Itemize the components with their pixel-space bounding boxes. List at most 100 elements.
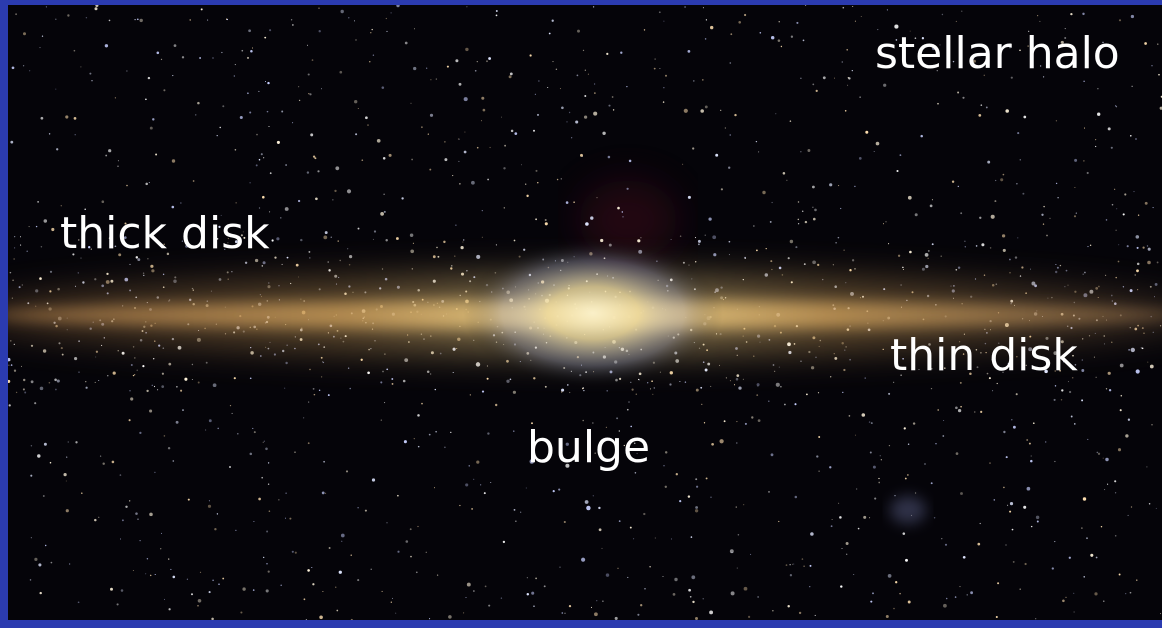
star	[450, 432, 451, 433]
star	[195, 114, 196, 115]
star	[380, 212, 384, 216]
star	[580, 154, 583, 157]
star	[134, 374, 135, 375]
star	[161, 385, 164, 388]
star	[349, 255, 352, 258]
star	[1065, 597, 1066, 598]
star	[488, 605, 490, 607]
star	[942, 14, 943, 15]
star	[1061, 389, 1063, 391]
star	[880, 455, 881, 456]
star	[513, 431, 514, 432]
star	[577, 75, 579, 77]
star	[401, 197, 403, 199]
star	[514, 132, 517, 135]
star	[482, 237, 483, 238]
star	[1054, 399, 1056, 401]
star	[255, 259, 258, 262]
star	[920, 135, 923, 138]
star	[322, 492, 325, 495]
star	[710, 497, 711, 498]
star	[981, 104, 983, 106]
star	[460, 246, 463, 249]
star	[1136, 579, 1137, 580]
star	[295, 552, 297, 554]
star	[488, 57, 491, 60]
star	[338, 240, 339, 241]
star	[78, 601, 80, 603]
star	[1055, 271, 1057, 273]
star	[743, 504, 744, 505]
star	[1087, 246, 1088, 247]
star	[10, 340, 11, 341]
star	[843, 250, 844, 251]
star	[545, 222, 548, 225]
star	[1003, 174, 1005, 176]
star	[1142, 347, 1144, 349]
star	[327, 261, 329, 263]
star	[863, 516, 866, 519]
star	[274, 256, 276, 258]
star	[617, 568, 618, 569]
star	[778, 39, 781, 42]
star	[129, 419, 131, 421]
star	[454, 255, 455, 256]
star	[386, 31, 387, 32]
star	[1090, 245, 1091, 246]
star	[561, 178, 562, 179]
star	[888, 243, 889, 244]
star	[835, 242, 837, 244]
star	[137, 370, 138, 371]
star	[584, 115, 587, 118]
star	[760, 32, 762, 34]
star	[674, 578, 677, 581]
star	[94, 278, 96, 280]
star	[1030, 269, 1031, 270]
star	[319, 616, 323, 620]
star	[620, 52, 622, 54]
star	[1002, 234, 1005, 237]
star	[832, 519, 833, 520]
star	[786, 180, 787, 181]
star	[65, 115, 68, 118]
star	[349, 388, 351, 390]
star	[163, 347, 165, 349]
star	[37, 201, 39, 203]
star	[178, 346, 182, 350]
star	[74, 357, 77, 360]
star	[1049, 218, 1050, 219]
star	[373, 55, 374, 56]
star	[217, 513, 218, 514]
star	[172, 75, 173, 76]
star	[41, 117, 44, 120]
star	[1037, 15, 1038, 16]
star	[81, 492, 83, 494]
star	[235, 530, 236, 531]
star	[371, 569, 372, 570]
star	[444, 141, 445, 142]
star	[464, 151, 467, 154]
star	[292, 122, 293, 123]
star	[1074, 159, 1077, 162]
star	[299, 100, 300, 101]
star	[705, 38, 707, 40]
star	[1011, 419, 1012, 420]
star	[573, 201, 574, 202]
star	[386, 368, 388, 370]
star	[506, 380, 509, 383]
star	[124, 278, 128, 282]
star	[339, 571, 342, 574]
star	[696, 389, 699, 392]
star	[212, 57, 213, 58]
star	[511, 130, 513, 133]
star	[197, 102, 200, 105]
star	[758, 151, 759, 152]
star	[613, 109, 614, 110]
star	[24, 392, 26, 394]
star	[437, 574, 438, 575]
star	[1082, 338, 1083, 339]
star	[818, 436, 820, 438]
star	[109, 20, 111, 22]
star	[313, 388, 315, 390]
star	[38, 563, 41, 566]
